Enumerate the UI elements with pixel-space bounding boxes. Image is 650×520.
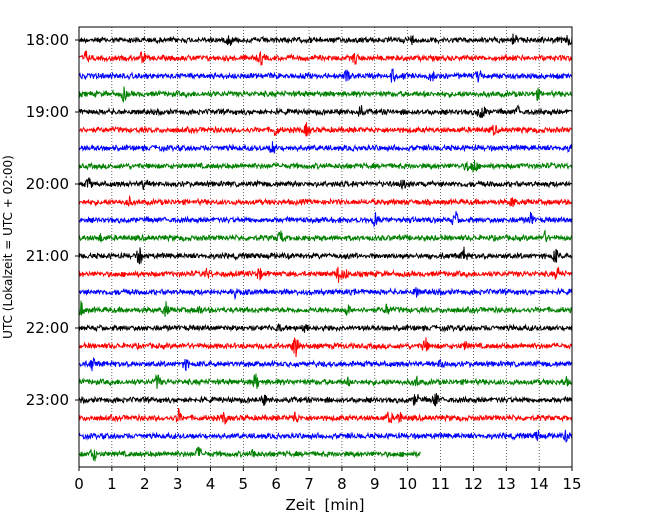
- y-tick-label: 18:00: [26, 31, 69, 49]
- trace-line: [78, 446, 421, 462]
- y-tick-label: 20:00: [26, 175, 69, 193]
- trace-line: [78, 266, 573, 283]
- trace-group: [78, 33, 573, 462]
- trace-line: [78, 393, 573, 407]
- x-tick-label: 5: [239, 475, 249, 493]
- y-axis-label: UTC (Lokalzeit = UTC + 02:00): [1, 155, 15, 339]
- x-tick-label: 6: [271, 475, 281, 493]
- trace-line: [78, 68, 573, 83]
- x-tick-label: 2: [140, 475, 150, 493]
- y-axis-ticks: 18:00 19:00 20:00 21:00 22:00 23:00: [26, 31, 79, 409]
- x-axis-label: Zeit [min]: [285, 496, 364, 514]
- trace-line: [78, 104, 573, 119]
- trace-line: [78, 194, 573, 208]
- trace-line: [78, 229, 573, 243]
- y-tick-label: 19:00: [26, 103, 69, 121]
- x-tick-label: 12: [464, 475, 483, 493]
- trace-line: [78, 373, 573, 390]
- trace-line: [78, 356, 573, 372]
- x-tick-label: 0: [74, 475, 84, 493]
- x-tick-label: 4: [206, 475, 216, 493]
- x-axis-ticks: 0 1 2 3 4 5 6 7 8 9 10 11 12 13 14 15: [74, 467, 582, 493]
- plot-frame: [78, 26, 573, 468]
- x-tick-label: 14: [530, 475, 549, 493]
- x-tick-label: 8: [337, 475, 347, 493]
- x-tick-label: 11: [431, 475, 450, 493]
- y-tick-label: 23:00: [26, 391, 69, 409]
- trace-line: [78, 122, 573, 137]
- x-tick-label: 15: [562, 475, 581, 493]
- trace-line: [78, 159, 573, 173]
- trace-line: [78, 300, 573, 317]
- x-tick-label: 3: [173, 475, 183, 493]
- x-tick-label: 7: [304, 475, 314, 493]
- trace-line: [78, 407, 573, 425]
- trace-line: [78, 33, 573, 46]
- x-tick-label: 9: [370, 475, 380, 493]
- y-tick-label: 22:00: [26, 319, 69, 337]
- x-tick-label: 10: [398, 475, 417, 493]
- y-tick-label: 21:00: [26, 247, 69, 265]
- trace-line: [78, 50, 573, 66]
- trace-line: [78, 211, 573, 228]
- trace-line: [78, 429, 573, 443]
- trace-line: [78, 141, 572, 154]
- trace-line: [78, 337, 573, 358]
- trace-line: [78, 287, 573, 301]
- x-tick-label: 13: [497, 475, 516, 493]
- grid-lines: [111, 27, 540, 467]
- trace-line: [78, 86, 573, 103]
- trace-line: [78, 177, 573, 191]
- trace-line: [78, 246, 573, 265]
- x-tick-label: 1: [107, 475, 117, 493]
- trace-line: [78, 323, 573, 333]
